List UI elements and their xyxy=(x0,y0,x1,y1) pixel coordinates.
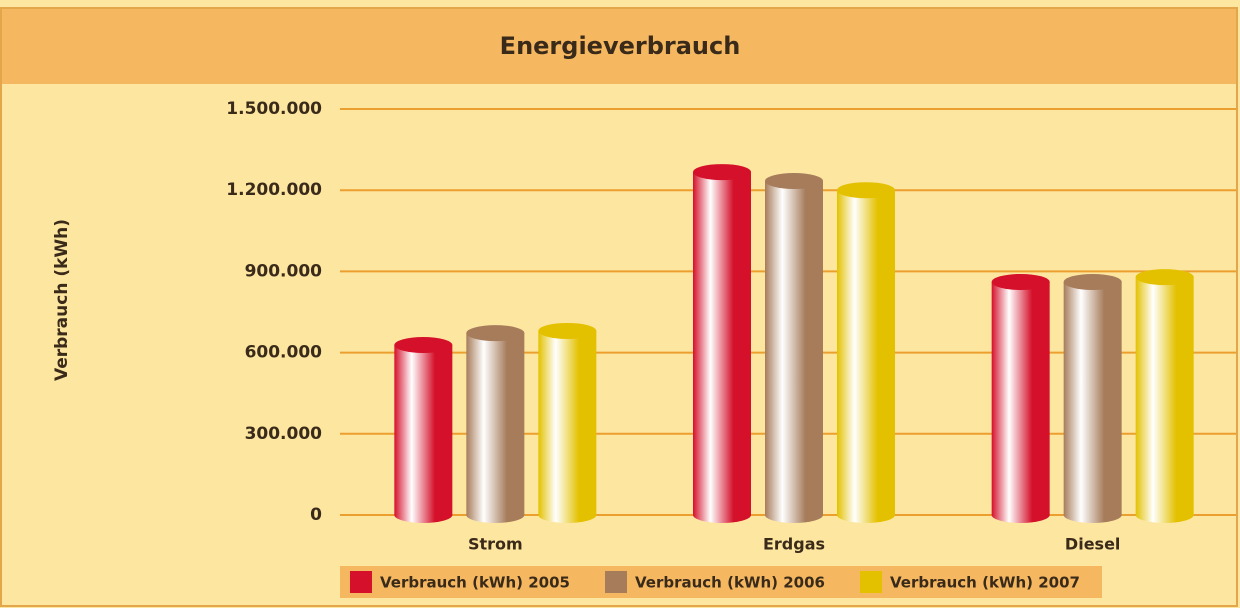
bar-cap xyxy=(394,337,453,354)
bar-cap xyxy=(466,325,525,342)
legend-label: Verbrauch (kWh) 2006 xyxy=(635,574,825,592)
bar xyxy=(538,330,597,515)
bar-base xyxy=(991,507,1050,523)
bar-base xyxy=(466,507,525,523)
bar-cap xyxy=(693,164,751,181)
x-tick-label: Erdgas xyxy=(763,535,825,554)
chart-title: Energieverbrauch xyxy=(500,32,741,60)
bar-base xyxy=(765,507,823,523)
bar xyxy=(693,172,751,515)
y-tick-label: 300.000 xyxy=(245,424,323,444)
x-tick-label: Diesel xyxy=(1065,535,1120,554)
bar xyxy=(991,281,1050,515)
bar-cap xyxy=(765,172,823,189)
bar-cap xyxy=(1135,269,1194,286)
y-tick-label: 1.500.000 xyxy=(226,99,322,119)
bar-base xyxy=(1063,507,1122,523)
legend-swatch xyxy=(605,571,627,593)
legend-box xyxy=(340,566,1102,598)
bar xyxy=(837,190,895,515)
legend-swatch xyxy=(350,571,372,593)
bar xyxy=(394,345,453,515)
bar xyxy=(466,333,525,515)
bar-cap xyxy=(837,182,895,199)
panel xyxy=(0,7,1238,607)
y-axis-label: Verbrauch (kWh) xyxy=(52,219,72,381)
bar xyxy=(1063,281,1122,515)
bar-base xyxy=(693,507,751,523)
bar-base xyxy=(538,507,597,523)
bar xyxy=(1135,277,1194,515)
bar-base xyxy=(837,507,895,523)
y-tick-label: 0 xyxy=(310,505,322,525)
y-tick-label: 900.000 xyxy=(245,261,323,281)
y-tick-label: 1.200.000 xyxy=(226,180,322,200)
bar-cap xyxy=(991,273,1050,290)
legend-label: Verbrauch (kWh) 2005 xyxy=(380,574,570,592)
bar-base xyxy=(1135,507,1194,523)
legend-label: Verbrauch (kWh) 2007 xyxy=(890,574,1080,592)
y-tick-label: 600.000 xyxy=(245,343,323,363)
bar xyxy=(765,180,823,516)
legend-swatch xyxy=(860,571,882,593)
bar-cap xyxy=(1063,273,1122,290)
bar-base xyxy=(394,507,453,523)
title-band xyxy=(2,9,1236,84)
bar-cap xyxy=(538,322,597,339)
x-tick-label: Strom xyxy=(468,535,523,554)
